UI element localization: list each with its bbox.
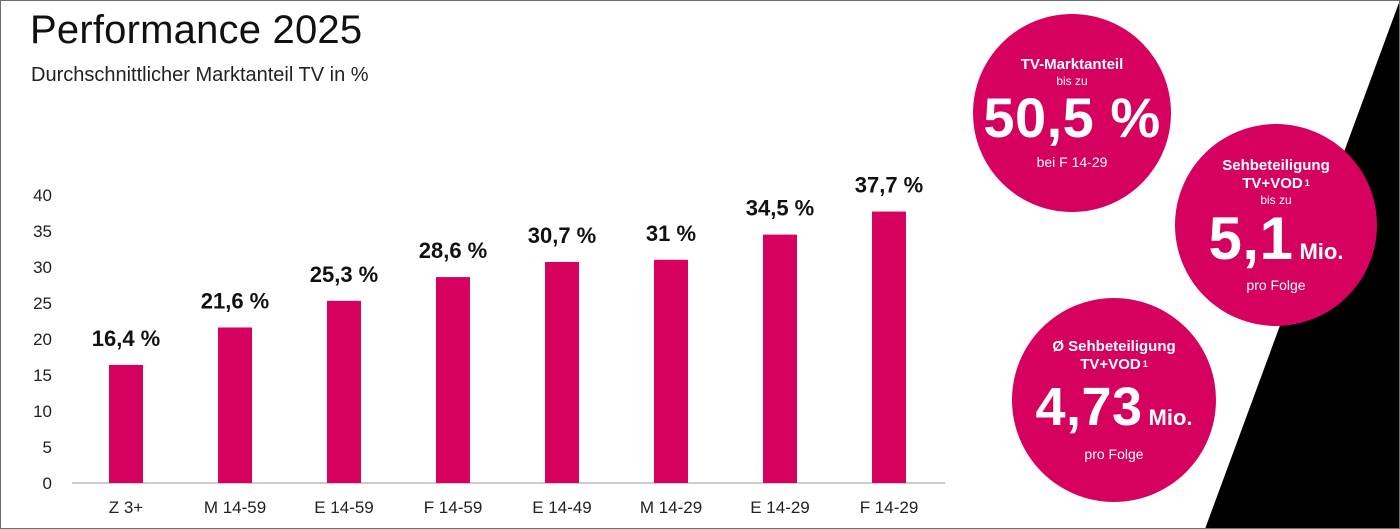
x-tick-label: E 14-29 [750,498,810,517]
y-tick-label: 10 [33,402,52,421]
kpi-reach-max-footnote: 1 [1304,178,1310,188]
kpi-reach-avg-heading-2-text: TV+VOD [1080,356,1141,373]
x-tick-label: M 14-29 [640,498,702,517]
data-label: 31 % [646,221,696,246]
data-label: 28,6 % [419,238,488,263]
y-tick-label: 40 [33,186,52,205]
bar [872,211,906,483]
bar [327,300,361,483]
y-tick-label: 35 [33,222,52,241]
kpi-reach-avg-value-row: 4,73 Mio. [1035,380,1192,434]
kpi-market-share-heading: TV-Marktanteil [1020,56,1124,73]
kpi-reach-avg-footnote: 1 [1142,359,1148,369]
data-label: 30,7 % [528,223,597,248]
kpi-reach-max-prefix: bis zu [1260,193,1292,207]
y-tick-label: 0 [43,474,52,493]
data-label: 34,5 % [746,196,815,221]
x-tick-label: E 14-49 [532,498,592,517]
bar-chart: 0 5 10 15 20 25 30 35 40 16,4 % Z 3+ 21,6 % M 14-59 2… [33,173,945,517]
x-tick-label: E 14-59 [314,498,374,517]
kpi-market-share-circle: TV-Marktanteil bis zu 50,5 % bei F 14-29 [973,14,1171,212]
bar [436,277,470,483]
y-tick-label: 15 [33,366,52,385]
data-label: 16,4 % [92,326,161,351]
y-tick-label: 5 [43,438,52,457]
kpi-reach-max-footer: pro Folge [1246,277,1306,293]
bar [218,327,252,483]
x-tick-label: M 14-59 [204,498,266,517]
kpi-market-share-prefix: bis zu [1056,74,1088,88]
data-label: 21,6 % [201,288,270,313]
y-tick-label: 30 [33,258,52,277]
kpi-reach-avg-value: 4,73 [1035,377,1143,437]
bar [109,364,143,483]
y-tick-label: 25 [33,294,52,313]
kpi-reach-avg-circle: Ø Sehbeteiligung TV+VOD 1 4,73 Mio. pro F… [1012,298,1216,502]
kpi-reach-avg-unit: Mio. [1148,405,1193,430]
bar [545,261,579,483]
kpi-reach-avg-heading-1: Ø Sehbeteiligung [1052,338,1176,355]
data-label: 37,7 % [855,173,924,198]
data-label: 25,3 % [310,262,379,287]
x-tick-label: Z 3+ [109,498,144,517]
kpi-reach-max-unit: Mio. [1299,239,1344,264]
kpi-reach-max-heading-2-text: TV+VOD [1242,175,1303,192]
kpi-reach-max-circle: Sehbeteiligung TV+VOD 1 bis zu 5,1 Mio. p… [1175,124,1377,326]
kpi-reach-max-value-row: 5,1 Mio. [1209,209,1344,269]
y-tick-label: 20 [33,330,52,349]
kpi-reach-max-heading-2: TV+VOD 1 [1242,175,1309,193]
x-tick-label: F 14-29 [860,498,919,517]
kpi-reach-max-value: 5,1 [1208,205,1294,272]
kpi-market-share-value: 50,5 % [983,86,1161,149]
kpi-reach-avg-footer: pro Folge [1084,446,1144,462]
kpi-reach-avg-heading-2: TV+VOD 1 [1080,356,1147,374]
kpi-reach-max-heading-1: Sehbeteiligung [1222,157,1330,174]
bar [763,234,797,483]
page-subtitle: Durchschnittlicher Marktanteil TV in % [31,64,369,86]
bar [654,259,688,483]
page-title: Performance 2025 [30,8,363,52]
x-tick-label: F 14-59 [424,498,483,517]
kpi-market-share-footer: bei F 14-29 [1036,154,1108,170]
